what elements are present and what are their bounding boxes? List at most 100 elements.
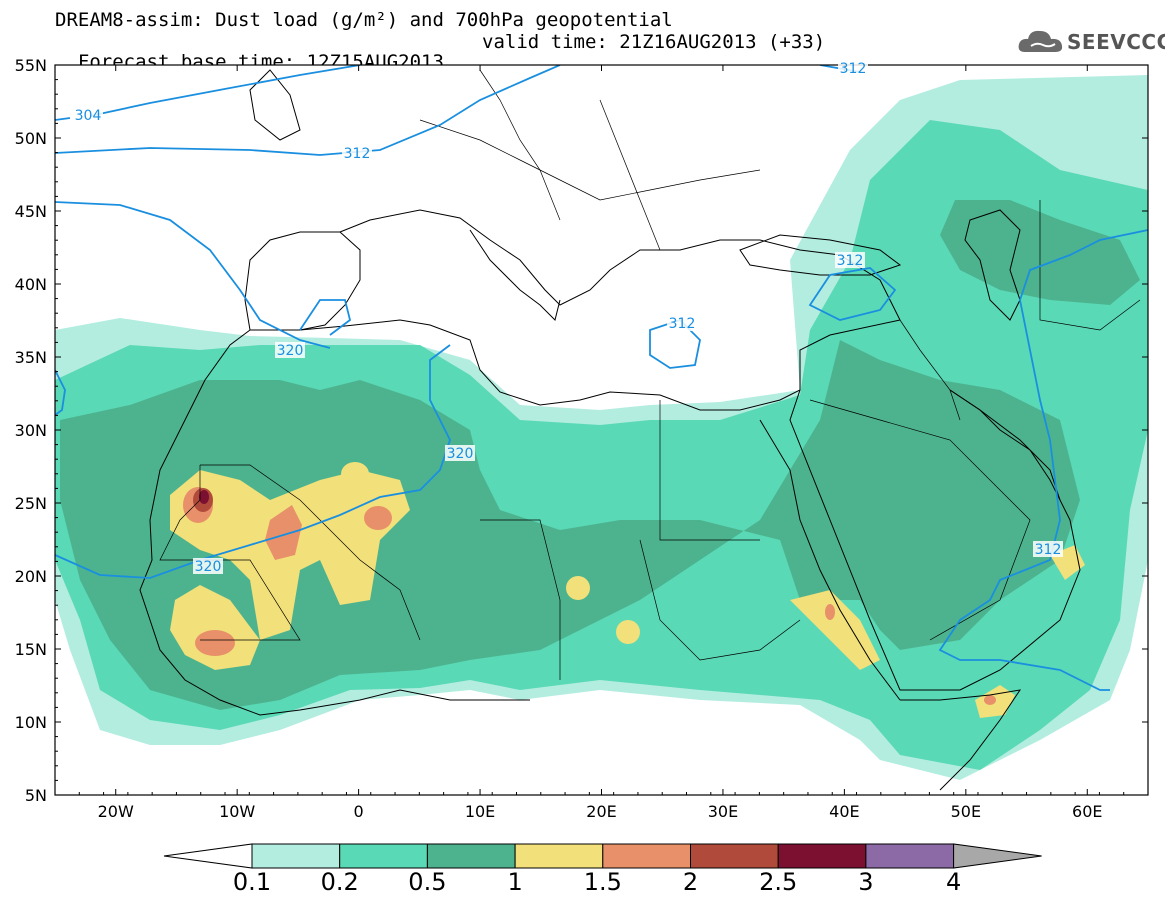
colorbar-label: 2.5 [759,868,798,896]
colorbar-label: 1 [507,868,523,896]
lat-tick-label: 40N [15,275,47,294]
contour-304 [55,65,361,121]
border-algeria-mali [200,464,421,641]
colorbar [163,843,1042,869]
border-europe-1 [419,119,761,201]
colorbar-swatch [777,843,867,869]
contour-label-bg [838,60,868,76]
contour-label: 320 [195,559,222,575]
dust-region-chad-1 [566,576,590,600]
contour-320-morocco [55,369,66,416]
dust-region-sudan-1 [616,620,640,644]
contour-label-bg [1033,541,1063,557]
coastline-persian-gulf [949,389,1061,501]
lon-tick-label: 10E [465,802,495,821]
dust-region-mauritania-1-5 [265,505,302,560]
dust-region-sahel-dense [60,340,1080,710]
dust-region-algeria-1 [341,462,369,486]
contour-label: 312 [669,316,696,332]
border-iran-iraq [899,319,961,421]
border-mauritania [159,465,301,641]
lat-tick-label: 5N [25,786,47,805]
colorbar-label: 0.2 [320,868,359,896]
coastline-layer [139,69,1081,791]
coastline-italy [469,229,561,321]
contour-label-bg [835,252,865,268]
contour-label-bg [193,558,223,574]
dust-region-mali-1-5 [195,630,235,656]
map-title: DREAM8-assim: Dust load (g/m²) and 700hP… [55,9,673,31]
colorbar-swatch [251,843,341,869]
dust-region-somalia-1-5 [984,695,996,705]
coastline-europe-north [339,209,901,321]
colorbar-swatch [426,843,516,869]
seevccc-logo: SEEVCCC [1017,26,1165,56]
lat-tick-label: 35N [15,348,47,367]
contour-312-arabia [938,229,1148,691]
lat-tick-label: 50N [15,129,47,148]
contour-label-layer: 304 312 312 312 312 320 320 320 312 [73,60,1063,575]
contour-label: 312 [344,146,371,162]
colorbar-label: 1.5 [583,868,622,896]
contour-label-bg [73,107,103,123]
contour-label: 304 [75,108,102,124]
colorbar-swatch [602,843,691,869]
coastline-black-sea [739,234,902,276]
border-layer [159,69,1141,680]
dust-region-ethiopia-1 [790,590,880,670]
valid-time: valid time: 21Z16AUG2013 (+33) [482,31,826,53]
contour-label-bg [667,315,697,331]
coastline-britain [249,69,301,141]
contour-320-south [55,344,451,579]
colorbar-label: 3 [858,868,874,896]
colorbar-label: 2 [682,868,699,896]
colorbar-swatch [339,843,428,869]
coastline-west-africa [139,329,530,716]
dust-region-algeria-1-5 [364,506,392,530]
dust-region-w-sahara-3 [199,490,209,504]
contour-label: 312 [840,61,867,77]
coastline-horn [900,689,1022,791]
colorbar-over-triangle [953,843,1042,869]
colorbar-label: 0.5 [408,868,447,896]
geopotential-layer [55,65,1148,691]
colorbar-under-triangle [163,843,253,869]
contour-label: 312 [837,253,864,269]
border-europe-3 [599,99,661,251]
lat-tick-label: 25N [15,494,47,513]
border-europe-2 [479,69,561,221]
contour-label-bg [445,445,475,461]
lat-tick-label: 45N [15,202,47,221]
contour-320-north [55,201,352,349]
contour-label-bg [275,342,305,358]
dust-region-ethiopia-1-5 [825,604,835,620]
contour-label: 320 [447,446,474,462]
colorbar-label: 4 [945,868,962,896]
lat-tick-label: 30N [15,421,47,440]
contour-312-turkey [808,267,897,321]
colorbar-swatch [690,843,779,869]
axes-layer: 55N 50N 45N 40N 35N 30N 25N 20N 15N 10N 5N 20W 10W 0 1… [15,56,1149,821]
lat-tick-label: 20N [15,567,47,586]
lat-tick-label: 10N [15,713,47,732]
contour-label: 320 [277,343,304,359]
lon-tick-label: 60E [1072,802,1102,821]
coastline-arabia [789,389,1081,691]
lon-tick-label: 10W [219,802,255,821]
dust-field-layer [55,65,1148,795]
colorbar-label: 0.1 [232,868,272,896]
lon-tick-label: 20W [98,802,134,821]
lon-tick-label: 50E [951,802,981,821]
lat-tick-label: 15N [15,640,47,659]
cloud-icon [1018,30,1063,52]
colorbar-swatch [865,843,955,869]
logo-text: SEEVCCC [1067,30,1165,54]
coastline-caspian [964,209,1021,321]
border-central-asia [1039,200,1141,331]
dust-region-mali-1 [170,585,260,670]
lon-tick-label: 20E [586,802,616,821]
lat-tick-label: 55N [15,56,47,75]
contour-312-north [55,65,561,156]
contour-label: 312 [1035,542,1062,558]
